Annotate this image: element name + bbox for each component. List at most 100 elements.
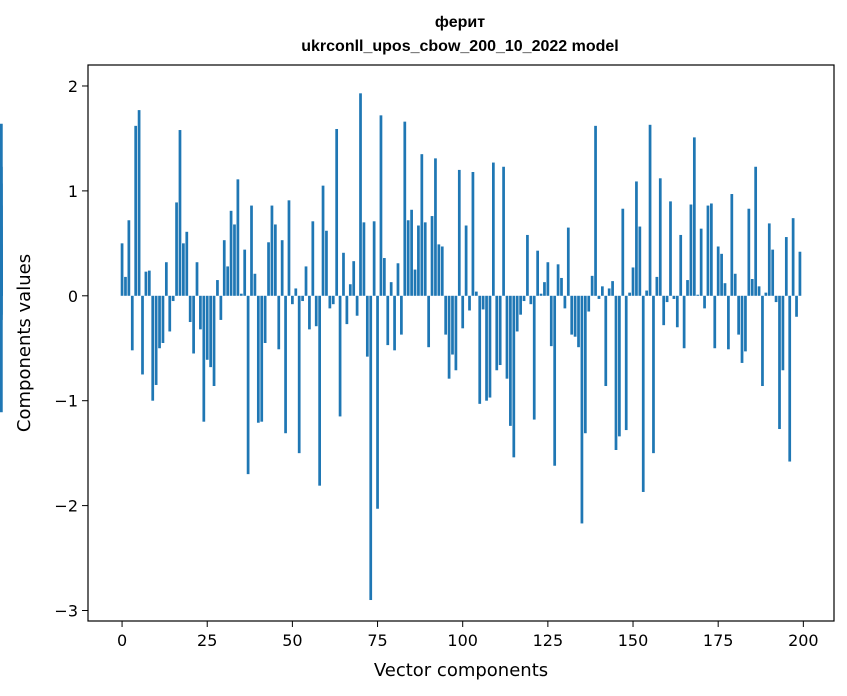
bar-188 [761,295,764,387]
bar-undefined [0,295,3,413]
bar-170 [699,228,703,296]
bar-125 [546,262,550,296]
bar-45 [273,224,277,296]
bar-54 [304,266,308,296]
bar-194 [781,295,785,371]
bar-29 [219,295,223,320]
bar-102 [468,295,471,311]
bar-104 [474,291,478,296]
y-tick-label: 0 [68,287,78,306]
bar-60 [325,230,328,296]
bar-84 [406,220,410,296]
bar-52 [297,295,301,454]
bar-113 [505,295,509,379]
bar-181 [737,295,740,335]
bar-72 [365,295,369,357]
bar-22 [195,262,199,296]
bar-156 [652,295,655,454]
bar-109 [492,162,495,296]
bar-145 [614,295,618,450]
bar-93 [437,244,441,296]
bar-97 [451,295,454,355]
bar-136 [583,295,587,434]
bar-65 [342,252,345,296]
bar-undefined [0,123,3,296]
bar-37 [246,295,250,475]
x-tick-label: 200 [788,631,819,650]
y-tick-label: 2 [68,77,78,96]
bar-6 [141,295,144,375]
bar-117 [519,295,522,315]
bar-68 [352,261,356,296]
bar-21 [192,295,195,354]
bar-56 [311,221,315,296]
bar-135 [580,295,584,524]
bar-162 [672,295,676,299]
bar-27 [212,295,216,387]
bar-43 [267,242,270,296]
bar-34 [236,179,240,296]
bar-64 [338,295,342,417]
bar-155 [648,124,652,296]
x-tick-label: 0 [117,631,127,650]
bar-30 [222,240,226,296]
bar-158 [658,178,662,296]
bar-190 [767,223,771,296]
bar-193 [778,295,781,430]
bar-152 [638,226,642,296]
bar-undefined [0,226,3,296]
bar-90 [427,295,431,348]
bar-70 [359,93,362,296]
bar-16 [175,202,178,296]
bar-187 [757,286,761,296]
bar-5 [137,110,141,296]
bar-120 [529,295,533,305]
bar-184 [747,208,751,296]
bar-12 [161,295,165,343]
bar-92 [434,158,437,296]
bar-199 [798,251,802,296]
bar-77 [382,258,386,296]
bar-96 [447,295,451,379]
bar-14 [168,295,172,332]
bar-99 [457,169,461,296]
bar-55 [308,295,311,330]
bar-148 [624,295,628,431]
x-axis-label: Vector components [374,660,548,681]
bar-185 [750,279,754,296]
y-tick-label: −3 [54,602,78,621]
bar-119 [526,234,529,296]
bar-182 [740,295,744,363]
bar-80 [393,295,396,351]
bar-25 [205,295,209,360]
bar-166 [686,280,689,296]
bar-87 [417,225,420,296]
bar-107 [485,295,488,401]
bar-95 [444,295,448,335]
bar-63 [335,128,339,296]
bar-4 [134,125,138,296]
bar-49 [287,200,291,296]
bar-105 [478,295,482,404]
plot-frame [87,64,835,622]
bar-15 [171,295,175,302]
bar-32 [229,210,233,296]
bar-86 [413,269,417,296]
bar-100 [461,295,465,329]
x-tick-label: 50 [282,631,302,650]
bar-112 [502,166,505,296]
bar-186 [754,166,758,296]
bar-13 [164,262,168,296]
bar-172 [706,205,710,296]
bar-164 [679,234,683,296]
bar-159 [662,295,666,326]
bar-178 [727,295,730,350]
bar-19 [185,231,189,296]
bar-74 [372,221,376,296]
bar-31 [226,266,230,296]
bar-126 [549,295,553,347]
bar-0 [120,243,124,296]
bar-75 [376,295,379,509]
